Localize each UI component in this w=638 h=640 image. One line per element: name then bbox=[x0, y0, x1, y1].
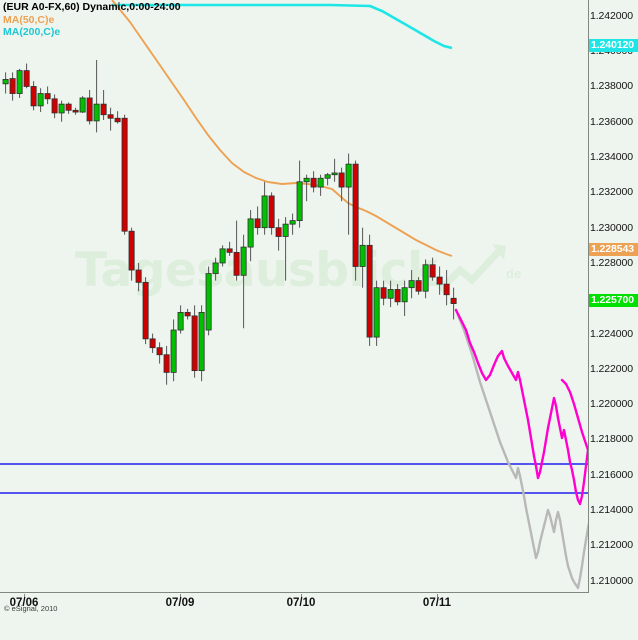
price-axis[interactable]: 1.2420001.2400001.2380001.2360001.234000… bbox=[589, 0, 638, 593]
price-axis-tick: 1.222000 bbox=[590, 362, 633, 375]
copyright-notice: © eSignal, 2010 bbox=[4, 604, 58, 613]
time-axis-tickmark bbox=[180, 594, 181, 597]
legend-title: (EUR A0-FX,60) Dynamic,0:00-24:00 bbox=[3, 1, 181, 13]
price-axis-tick: 1.242000 bbox=[590, 9, 633, 22]
price-axis-tick: 1.234000 bbox=[590, 151, 633, 164]
time-axis-tick: 07/10 bbox=[286, 597, 316, 609]
last-price-marker[interactable]: 1.225700 bbox=[589, 294, 638, 307]
price-axis-tick: 1.232000 bbox=[590, 186, 633, 199]
time-axis-tick: 07/06 bbox=[9, 597, 39, 609]
ma50-marker[interactable]: 1.228543 bbox=[589, 243, 638, 256]
legend-item-ma50: MA(50,C)e bbox=[3, 13, 55, 26]
legend: (EUR A0-FX,60) Dynamic,0:00-24:00 MA(50,… bbox=[3, 1, 181, 39]
price-axis-tick: 1.224000 bbox=[590, 327, 633, 340]
price-axis-tick: 1.228000 bbox=[590, 256, 633, 269]
time-axis: 07/06 07/09 07/10 07/11 bbox=[0, 594, 589, 614]
watermark-suffix: de bbox=[506, 266, 522, 281]
price-axis-tick: 1.238000 bbox=[590, 80, 633, 93]
price-axis-tick: 1.214000 bbox=[590, 504, 633, 517]
price-axis-tick: 1.220000 bbox=[590, 398, 633, 411]
support-levels-layer bbox=[0, 463, 588, 494]
price-axis-tick: 1.210000 bbox=[590, 574, 633, 587]
price-axis-tick: 1.218000 bbox=[590, 433, 633, 446]
time-axis-tickmark bbox=[437, 594, 438, 597]
price-axis-tick: 1.212000 bbox=[590, 539, 633, 552]
time-axis-tick: 07/09 bbox=[165, 597, 195, 609]
plot-area[interactable]: Tagesausblick de (EUR A0-FX,60) Dynamic,… bbox=[0, 0, 589, 593]
legend-item-ma200: MA(200,C)e bbox=[3, 26, 61, 38]
projection-scenarios-layer bbox=[454, 308, 588, 590]
watermark-logo-icon bbox=[437, 244, 506, 293]
price-axis-tick: 1.230000 bbox=[590, 221, 633, 234]
candlestick-series bbox=[2, 60, 457, 385]
time-axis-tick: 07/11 bbox=[422, 597, 452, 609]
ma200-marker[interactable]: 1.240120 bbox=[589, 39, 638, 52]
price-axis-tick: 1.236000 bbox=[590, 115, 633, 128]
time-axis-tickmark bbox=[301, 594, 302, 597]
time-axis-tickmark bbox=[24, 594, 25, 597]
price-axis-tick: 1.216000 bbox=[590, 468, 633, 481]
